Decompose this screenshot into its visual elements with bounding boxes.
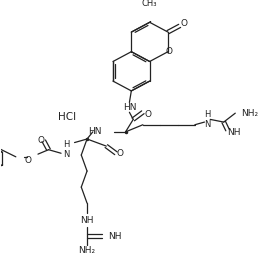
Text: O: O: [166, 47, 172, 56]
Text: NH: NH: [228, 128, 241, 137]
Text: NH: NH: [80, 216, 94, 225]
Text: H
N: H N: [63, 140, 69, 159]
Text: O: O: [180, 19, 187, 28]
Text: H
N: H N: [204, 110, 211, 129]
Text: O: O: [116, 149, 123, 158]
Text: O: O: [24, 156, 31, 165]
Text: NH₂: NH₂: [241, 109, 258, 118]
Text: CH₃: CH₃: [142, 0, 157, 8]
Text: O: O: [144, 110, 151, 119]
Text: O: O: [37, 136, 44, 145]
Text: NH: NH: [108, 232, 122, 241]
Text: HN: HN: [88, 127, 101, 136]
Text: HN: HN: [123, 103, 136, 112]
Text: HCl: HCl: [58, 112, 76, 122]
Text: NH₂: NH₂: [79, 246, 96, 255]
